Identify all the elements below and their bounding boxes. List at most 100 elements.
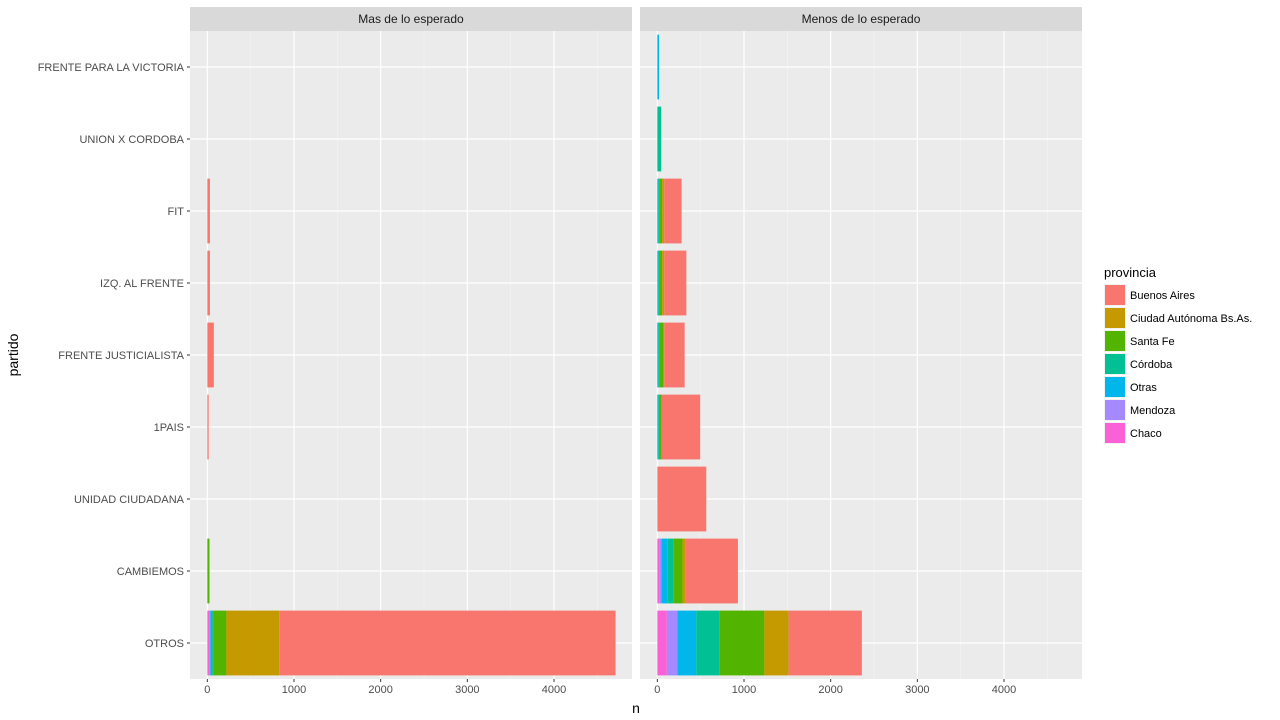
bar-frente-justicialista-cordoba [657,322,659,388]
bar-unidad-ciudadana-buenos-aires [657,466,707,532]
x-axis: 0 1000 2000 3000 4000 0 1000 2000 3000 4000 [204,679,1016,696]
legend-label: Otras [1130,382,1157,394]
bar-otros-cordoba [212,610,214,676]
legend-item-mendoza: Mendoza [1104,399,1176,421]
legend-swatch [1105,400,1125,420]
x-tick-label: 3000 [905,684,929,696]
x-axis-title: n [632,700,640,716]
bar-otros-mendoza [666,610,678,676]
x-tick-label: 0 [204,684,210,696]
bar-cambiemos-mendoza [659,538,662,604]
bar-cambiemos-buenos-aires [685,538,738,604]
x-tick-label: 2000 [368,684,392,696]
bar-otros-otras [210,610,213,676]
bar-1pais-buenos-aires [661,394,701,460]
legend-swatch [1105,285,1125,305]
x-tick-label: 1000 [732,684,756,696]
bar-otros-santa-fe [213,610,227,676]
y-tick-label: 1PAIS [154,422,184,434]
bar-fit-santa-fe [659,178,663,244]
bar-cambiemos-otras [661,538,668,604]
y-axis-title: partido [5,333,21,376]
bar-frente-para-la-victoria-otras [657,34,660,100]
y-tick-label: UNION X CORDOBA [79,134,184,146]
bar-fit-buenos-aires [207,178,210,244]
legend-item-buenos-aires: Buenos Aires [1104,284,1195,306]
y-tick-label: IZQ. AL FRENTE [100,278,184,290]
y-axis: FRENTE PARA LA VICTORIA UNION X CORDOBA FI… [38,62,190,650]
bar-otros-buenos-aires [788,610,862,676]
bar-frente-justicialista-otras [658,322,660,388]
bar-union-x-cordoba-cordoba [657,106,662,172]
legend-label: Mendoza [1130,405,1176,417]
bar-frente-justicialista-buenos-aires [207,322,214,388]
legend-swatch [1105,377,1125,397]
x-tick-label: 2000 [818,684,842,696]
bar-cambiemos-santa-fe [673,538,683,604]
bar-otros-chaco [657,610,667,676]
legend-label: Buenos Aires [1130,290,1195,302]
bar-izq-al-frente-buenos-aires [664,250,687,316]
bar-izq-al-frente-ciudad-autonoma-bs-as [662,250,665,316]
legend-swatch [1105,308,1125,328]
y-tick-label: CAMBIEMOS [117,566,184,578]
bar-1pais-cordoba [657,394,659,460]
bar-cambiemos-chaco [657,538,660,604]
bar-otros-ciudad-autonoma-bs-as [226,610,280,676]
x-tick-label: 4000 [542,684,566,696]
y-tick-label: FRENTE JUSTICIALISTA [58,350,184,362]
facet-strip [640,7,1082,31]
bar-izq-al-frente-santa-fe [659,250,663,316]
legend-swatch [1105,423,1125,443]
legend-title: provincia [1104,265,1157,280]
bar-izq-al-frente-buenos-aires [207,250,210,316]
x-tick-label: 1000 [282,684,306,696]
bar-izq-al-frente-cordoba [657,250,659,316]
legend-swatch [1105,331,1125,351]
bar-fit-ciudad-autonoma-bs-as [662,178,665,244]
bar-otros-ciudad-autonoma-bs-as [764,610,789,676]
bar-otros-otras [677,610,697,676]
bar-frente-justicialista-santa-fe [659,322,664,388]
bar-fit-otras [658,178,660,244]
x-tick-label: 4000 [992,684,1016,696]
bar-frente-justicialista-buenos-aires [664,322,685,388]
legend-item-santa-fe: Santa Fe [1104,330,1175,352]
y-tick-label: UNIDAD CIUDADANA [74,494,185,506]
bar-otros-santa-fe [719,610,765,676]
legend-item-ciudad-autonoma-bs-as: Ciudad Autónoma Bs.As. [1104,307,1252,329]
bar-cambiemos-santa-fe [207,538,210,604]
bar-cambiemos-ciudad-autonoma-bs-as [682,538,686,604]
legend-label: Ciudad Autónoma Bs.As. [1130,313,1252,325]
legend-label: Córdoba [1130,359,1173,371]
bar-cambiemos-cordoba [667,538,674,604]
bar-frente-justicialista-ciudad-autonoma-bs-as [663,322,665,388]
panel-menos-de-lo-esperado: Menos de lo esperado [640,7,1082,679]
facet-strip [190,7,632,31]
bar-otros-mendoza [209,610,211,676]
legend-item-chaco: Chaco [1104,422,1162,444]
bar-1pais-otras [658,394,660,460]
bar-otros-chaco [207,610,210,676]
legend-label: Santa Fe [1130,336,1175,348]
x-tick-label: 3000 [455,684,479,696]
x-tick-label: 0 [654,684,660,696]
legend: provincia Buenos Aires Ciudad Autónoma Bs… [1104,265,1252,444]
legend-item-otras: Otras [1104,376,1157,398]
bar-otros-buenos-aires [279,610,616,676]
panel-mas-de-lo-esperado: Mas de lo esperado [190,7,632,679]
bar-otros-cordoba [696,610,720,676]
legend-label: Chaco [1130,428,1162,440]
bar-1pais-buenos-aires [207,394,209,460]
legend-item-cordoba: Córdoba [1104,353,1173,375]
legend-swatch [1105,354,1125,374]
panels-layer: Mas de lo esperado Menos de lo esperado [190,7,1082,679]
bar-izq-al-frente-otras [658,250,660,316]
y-tick-label: FIT [168,206,185,218]
bar-fit-cordoba [657,178,659,244]
facet-strip-label: Menos de lo esperado [802,12,921,26]
bar-1pais-santa-fe [659,394,662,460]
y-tick-label: OTROS [145,638,184,650]
facet-strip-label: Mas de lo esperado [358,12,464,26]
